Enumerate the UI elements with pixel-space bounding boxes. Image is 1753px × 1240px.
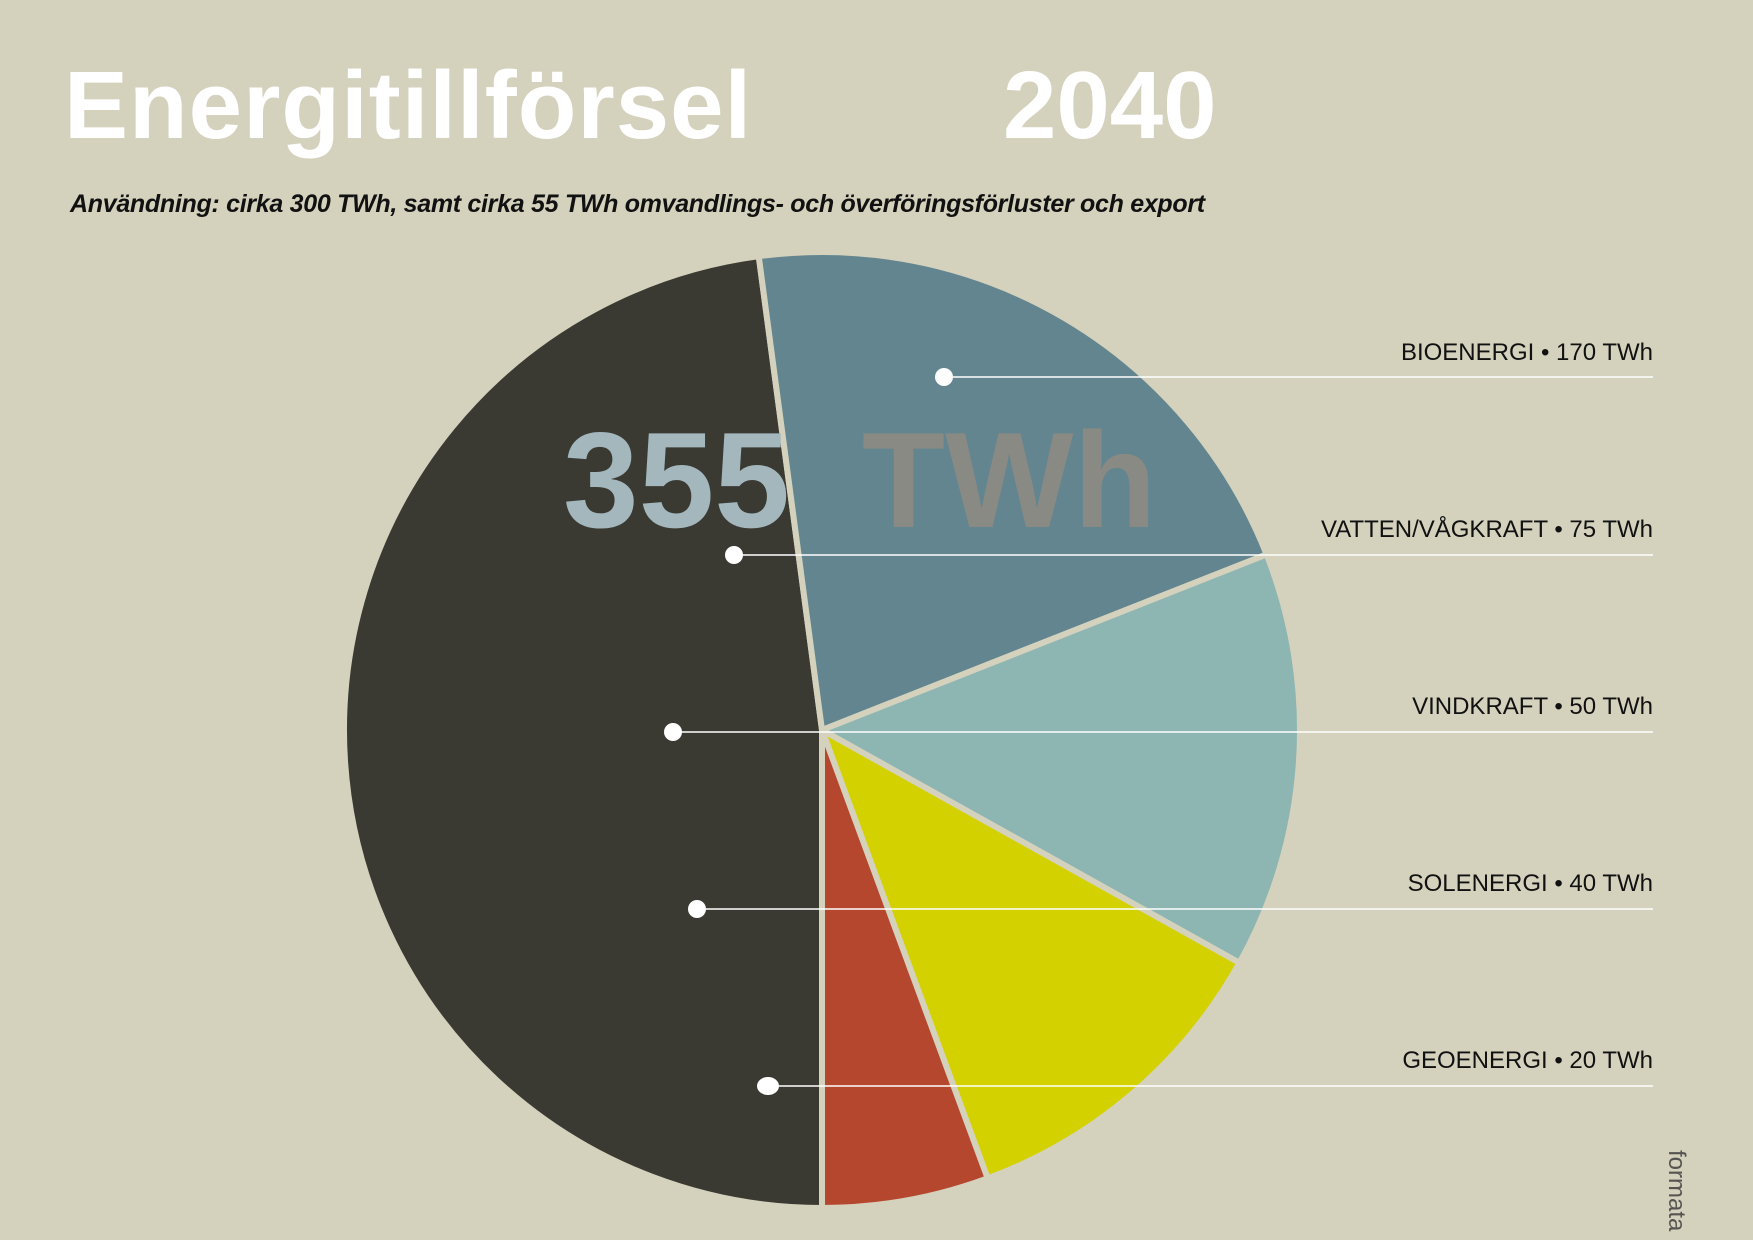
leader-dot [757,1077,779,1095]
pie-slices [341,249,1303,1211]
chart-subtitle: Användning: cirka 300 TWh, samt cirka 55… [70,190,1205,218]
credit-text: formata [1663,1150,1690,1232]
slice-label: VATTEN/VÅGKRAFT • 75 TWh [1321,515,1653,543]
leader-dot [688,900,706,918]
pie-slice-bioenergi [341,253,825,1211]
total-label: 355 TWh [563,404,1157,556]
slice-label: VINDKRAFT • 50 TWh [1412,693,1653,720]
pie-slice-vatten-v-gkraft [755,249,1270,733]
leader-dot [725,546,743,564]
pie-slice-geoenergi [819,727,991,1211]
total-unit: TWh [862,404,1157,556]
pie-slice-vindkraft [819,551,1303,966]
slice-leaders: BIOENERGI • 170 TWh VATTEN/VÅGKRAFT • 75 … [664,339,1653,1095]
chart-title: Energitillförsel [64,52,753,159]
leader-dot [664,723,682,741]
slice-label: BIOENERGI • 170 TWh [1401,339,1653,366]
total-number: 355 [563,404,790,556]
pie-slice-solenergi [819,727,1243,1182]
leader-dot [935,368,953,386]
slice-label: SOLENERGI • 40 TWh [1408,870,1653,897]
slice-label: GEOENERGI • 20 TWh [1402,1047,1653,1074]
chart-year: 2040 [1003,52,1217,159]
